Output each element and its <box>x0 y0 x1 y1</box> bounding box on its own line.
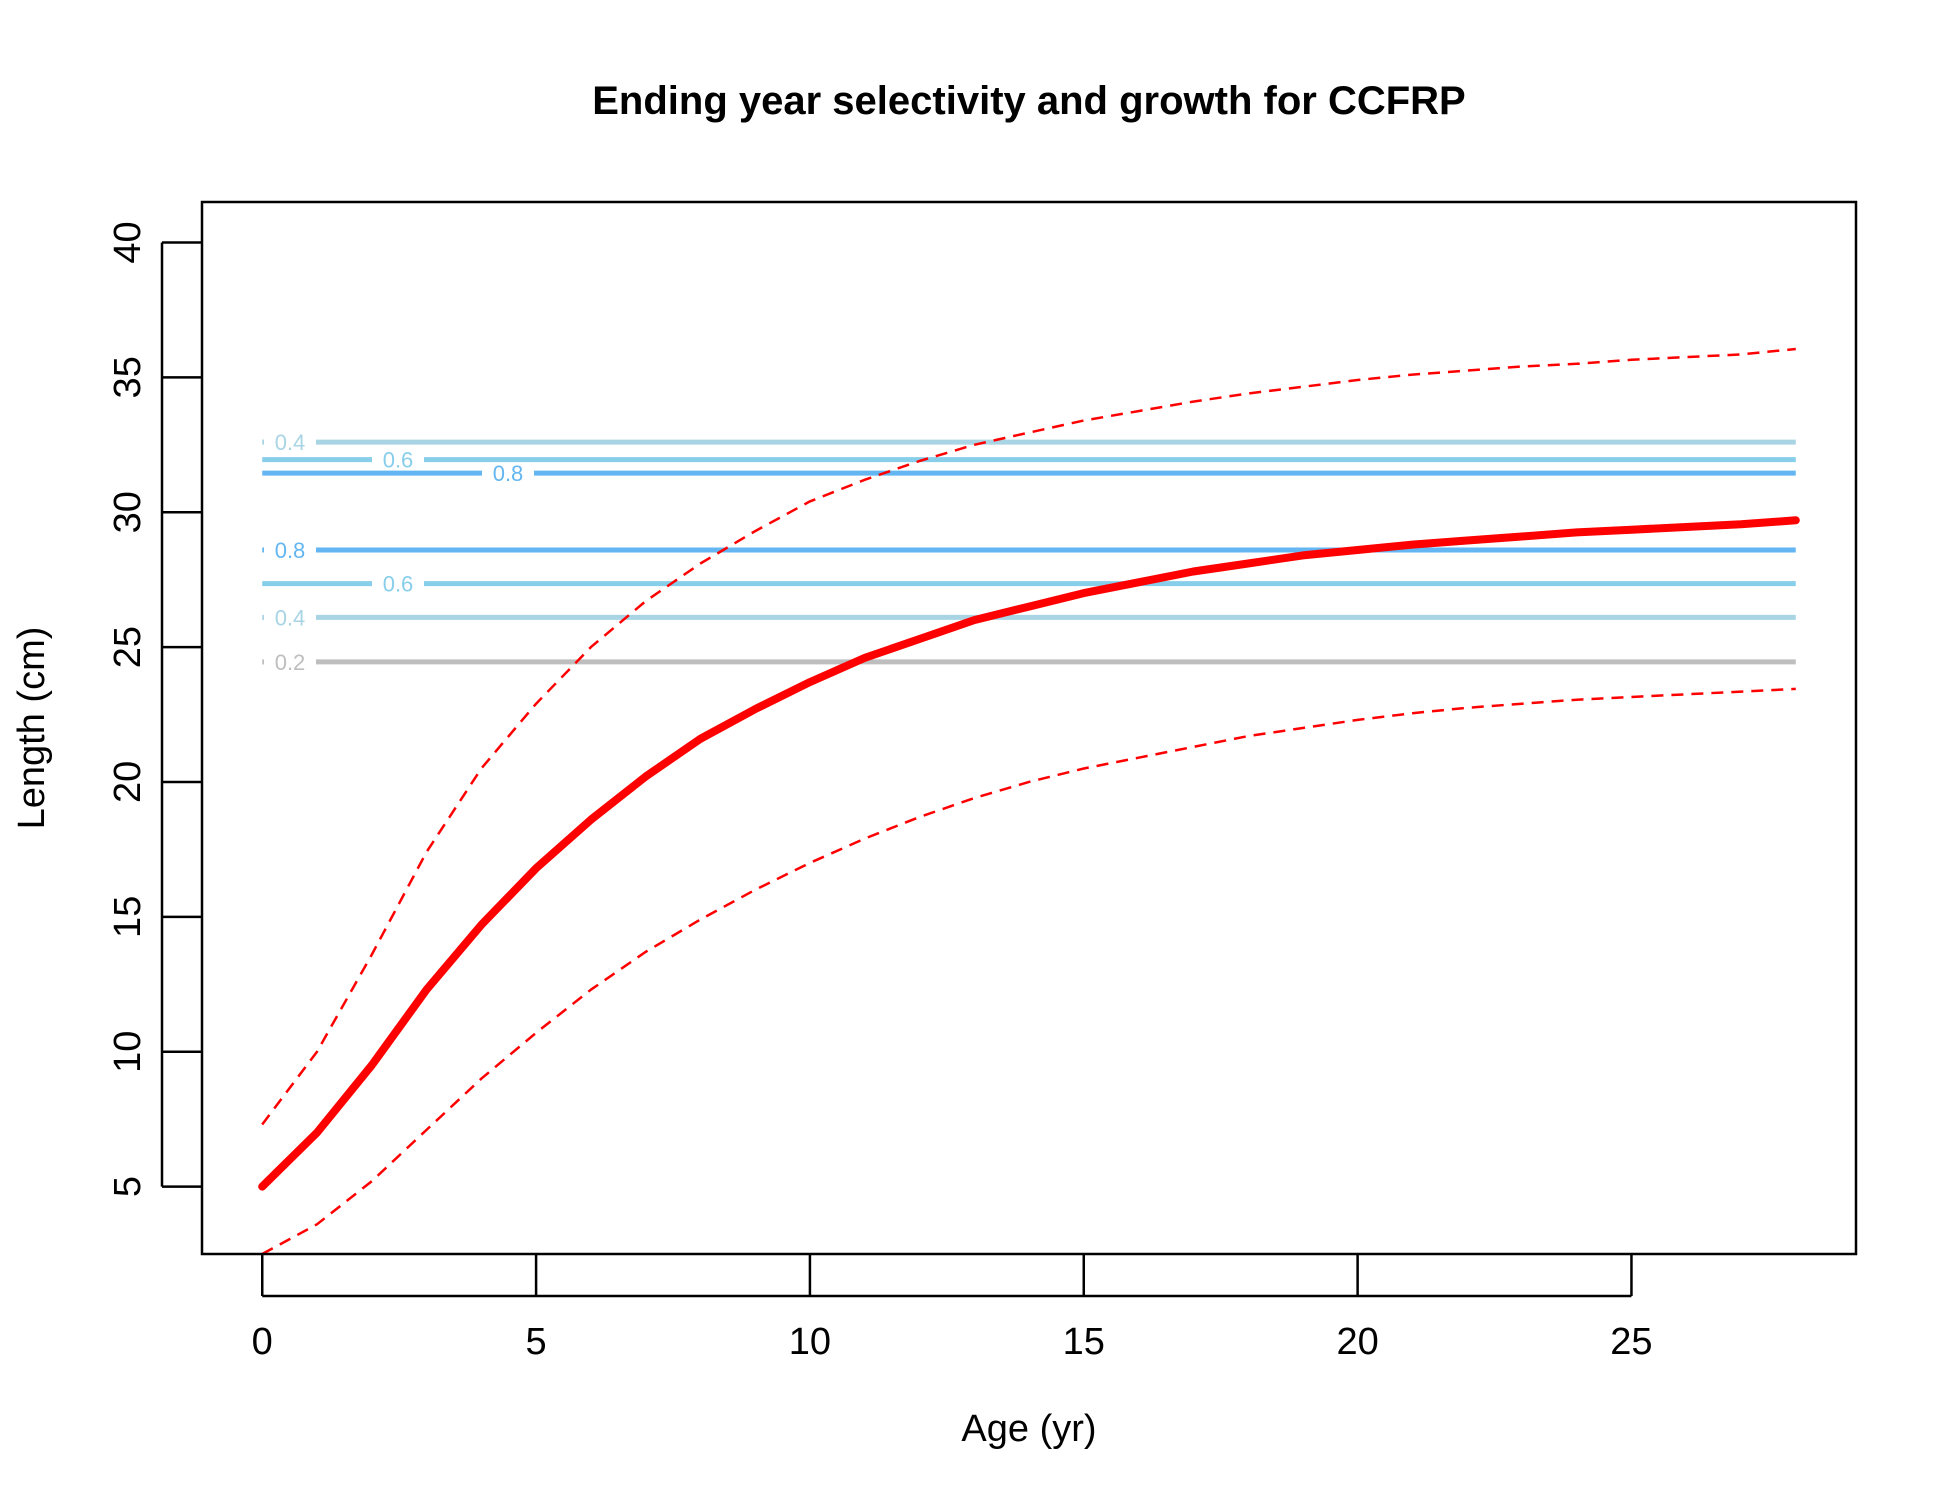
y-tick-label: 25 <box>107 626 149 668</box>
x-axis-label: Age (yr) <box>961 1408 1096 1450</box>
x-tick-label: 5 <box>526 1321 547 1363</box>
x-tick-label: 10 <box>789 1321 831 1363</box>
x-tick-label: 20 <box>1336 1321 1378 1363</box>
plot-area: 0.2 0.4 0.6 0.8 0.8 0.6 0.4 <box>258 347 1800 1256</box>
y-axis-label: Length (cm) <box>11 627 53 830</box>
x-tick-label: 25 <box>1610 1321 1652 1363</box>
contour-label: 0.8 <box>275 538 306 563</box>
contour-label: 0.4 <box>275 430 306 455</box>
plot-frame <box>200 200 1858 1256</box>
chart-title: Ending year selectivity and growth for C… <box>592 79 1465 123</box>
x-axis: 0 5 10 15 20 25 <box>252 1254 1653 1363</box>
contour-label: 0.4 <box>275 605 306 630</box>
y-tick-label: 10 <box>107 1031 149 1073</box>
contour-label: 0.6 <box>383 448 414 473</box>
y-tick-label: 15 <box>107 896 149 938</box>
growth-curve-interval <box>261 687 1796 1256</box>
y-axis: 5 10 15 20 25 30 35 40 <box>107 221 202 1197</box>
y-tick-label: 5 <box>107 1176 149 1197</box>
contour-label: 0.2 <box>275 650 306 675</box>
x-tick-label: 15 <box>1063 1321 1105 1363</box>
contour-label: 0.6 <box>383 572 414 597</box>
contour-label: 0.8 <box>493 461 524 486</box>
y-tick-label: 20 <box>107 761 149 803</box>
y-tick-label: 35 <box>107 356 149 398</box>
growth-curve-mean <box>258 516 1800 1191</box>
y-tick-label: 30 <box>107 491 149 533</box>
y-tick-label: 40 <box>107 221 149 263</box>
x-tick-label: 0 <box>252 1321 273 1363</box>
